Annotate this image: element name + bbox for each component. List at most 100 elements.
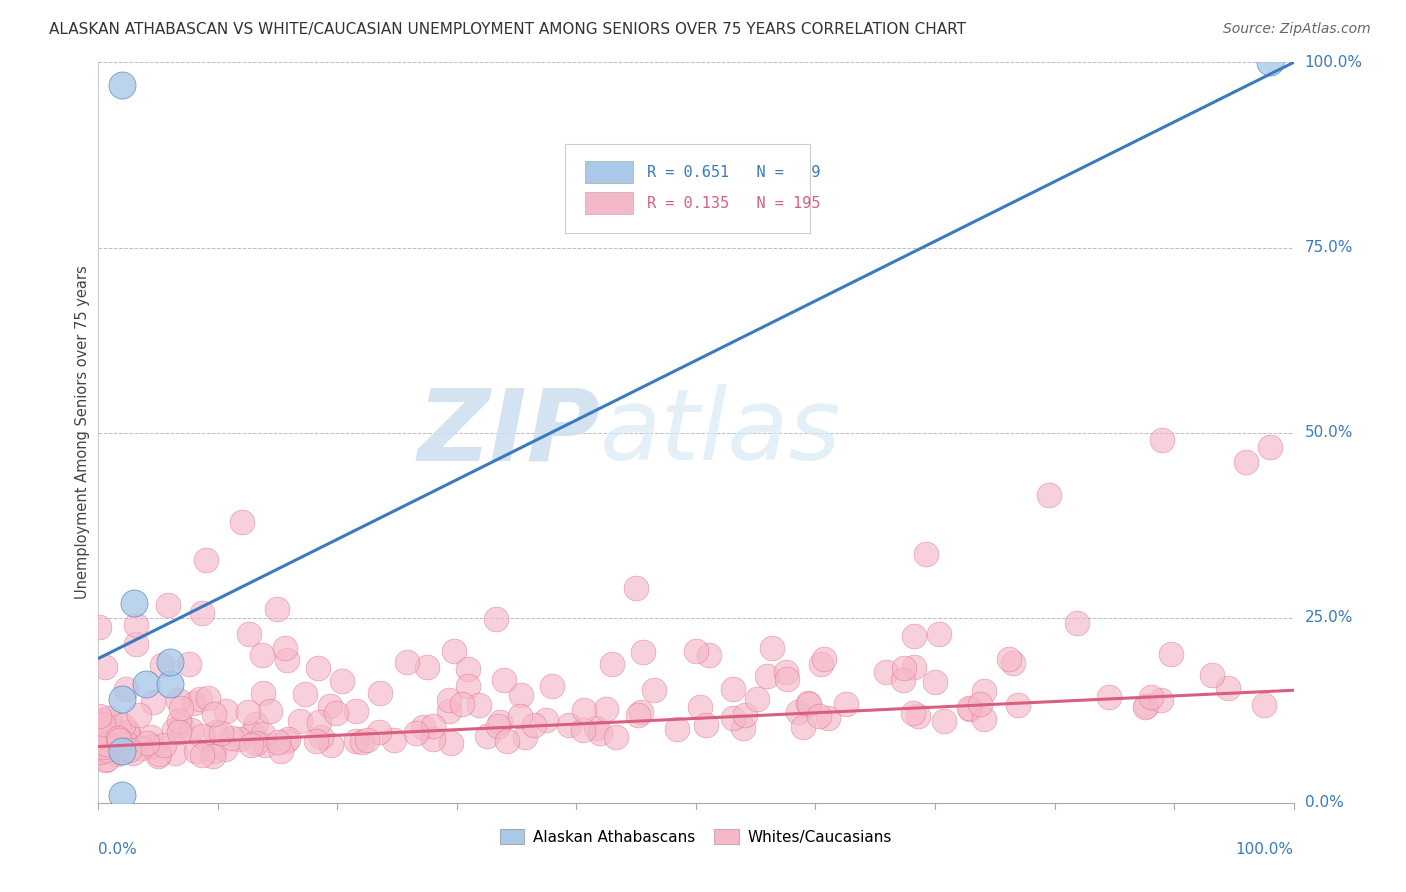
Text: atlas: atlas: [600, 384, 842, 481]
Text: 0.0%: 0.0%: [98, 842, 138, 856]
Point: [492, 673, 515, 687]
Point: [415, 659, 437, 673]
Point: [115, 681, 138, 696]
Point: [957, 700, 980, 714]
Point: [731, 722, 754, 736]
Point: [319, 738, 342, 752]
Point: [115, 737, 138, 751]
Point: [572, 703, 595, 717]
Point: [475, 729, 498, 743]
Point: [131, 741, 153, 756]
Point: [1258, 441, 1281, 455]
Point: [117, 725, 139, 739]
Text: 0.0%: 0.0%: [1305, 796, 1343, 810]
Point: [959, 702, 981, 716]
Point: [195, 553, 218, 567]
Point: [221, 731, 243, 745]
Y-axis label: Unemployment Among Seniors over 75 years: Unemployment Among Seniors over 75 years: [75, 266, 90, 599]
Point: [118, 743, 141, 757]
Point: [630, 705, 652, 719]
Point: [747, 692, 769, 706]
Point: [167, 714, 190, 729]
Point: [245, 736, 267, 750]
Point: [797, 697, 820, 711]
Point: [167, 725, 190, 739]
Point: [776, 672, 799, 686]
Point: [817, 711, 839, 725]
Point: [136, 736, 159, 750]
Point: [699, 648, 721, 662]
Text: ZIP: ZIP: [418, 384, 600, 481]
Point: [513, 731, 536, 745]
FancyBboxPatch shape: [585, 192, 633, 214]
Point: [191, 607, 214, 621]
Point: [148, 747, 170, 761]
Point: [352, 735, 374, 749]
Point: [457, 679, 479, 693]
Point: [810, 657, 832, 672]
Point: [277, 731, 299, 746]
Point: [188, 692, 211, 706]
Point: [152, 739, 174, 753]
Point: [308, 714, 330, 729]
Point: [808, 708, 831, 723]
Point: [907, 708, 929, 723]
Point: [903, 660, 925, 674]
Point: [96, 752, 118, 766]
Point: [252, 686, 274, 700]
Point: [94, 743, 117, 757]
Point: [163, 723, 186, 737]
Point: [276, 734, 298, 748]
Point: [170, 701, 193, 715]
Point: [90, 730, 112, 744]
Point: [238, 627, 260, 641]
Point: [631, 645, 654, 659]
Point: [486, 719, 509, 733]
Point: [184, 744, 207, 758]
Point: [87, 620, 110, 634]
Point: [253, 738, 276, 752]
Text: 100.0%: 100.0%: [1236, 842, 1294, 856]
Point: [111, 692, 134, 706]
Point: [170, 717, 193, 731]
Point: [202, 706, 225, 721]
Point: [813, 652, 835, 666]
FancyBboxPatch shape: [565, 144, 810, 233]
Point: [422, 719, 444, 733]
Point: [666, 722, 689, 736]
Point: [893, 660, 915, 674]
Point: [231, 515, 253, 529]
Point: [595, 702, 617, 716]
Point: [973, 712, 995, 726]
Text: ALASKAN ATHABASCAN VS WHITE/CAUCASIAN UNEMPLOYMENT AMONG SENIORS OVER 75 YEARS C: ALASKAN ATHABASCAN VS WHITE/CAUCASIAN UN…: [49, 22, 966, 37]
Point: [786, 706, 808, 720]
Point: [468, 698, 491, 712]
Point: [761, 641, 783, 656]
Point: [689, 700, 711, 714]
Point: [94, 737, 117, 751]
Point: [330, 673, 353, 688]
Point: [344, 704, 367, 718]
Point: [240, 726, 263, 740]
Point: [319, 699, 342, 714]
Point: [589, 726, 612, 740]
Point: [180, 723, 202, 737]
Point: [1098, 690, 1121, 704]
Point: [1160, 647, 1182, 661]
Point: [325, 706, 347, 720]
Point: [121, 747, 143, 761]
Point: [721, 711, 744, 725]
Point: [734, 707, 756, 722]
Point: [150, 658, 173, 673]
Point: [214, 742, 236, 756]
Point: [439, 704, 461, 718]
Point: [239, 738, 262, 752]
Point: [270, 744, 292, 758]
Point: [166, 693, 188, 707]
Point: [1066, 615, 1088, 630]
Point: [228, 732, 250, 747]
Point: [797, 696, 820, 710]
Point: [159, 655, 181, 669]
Point: [368, 686, 391, 700]
Point: [183, 696, 205, 710]
